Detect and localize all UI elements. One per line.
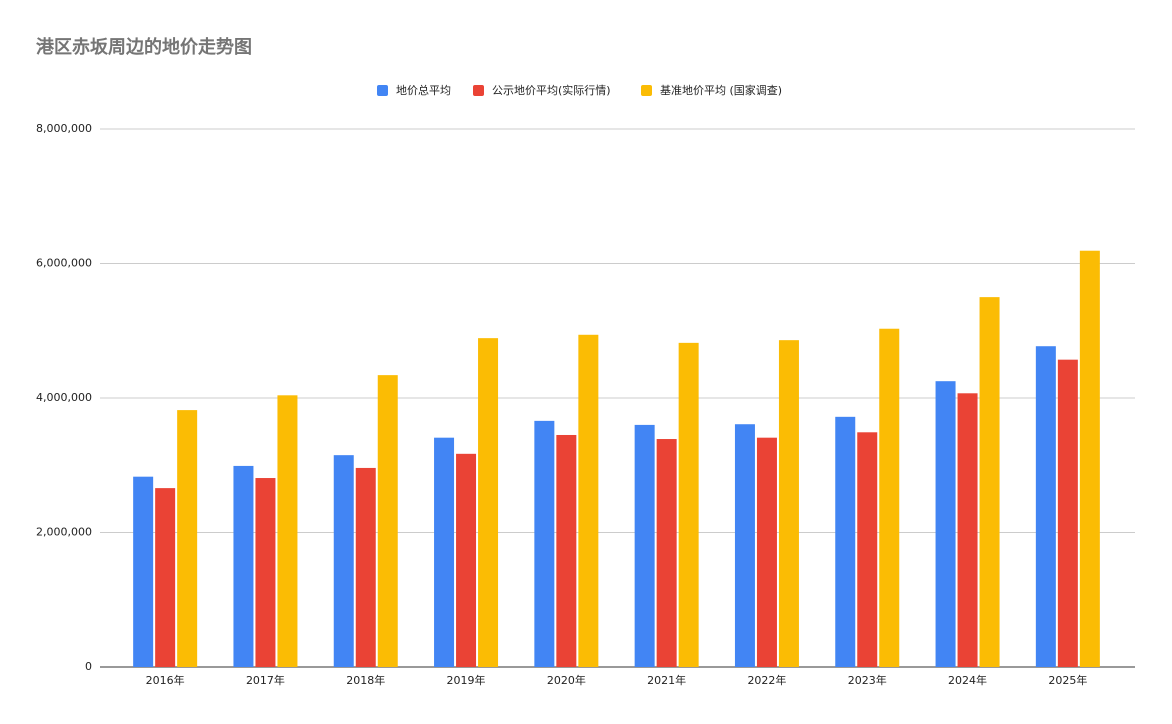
y-tick-label: 4,000,000: [36, 391, 92, 404]
bar: [255, 478, 276, 667]
bar: [634, 424, 655, 667]
x-tick-label: 2020年: [547, 673, 586, 687]
bar: [155, 488, 176, 667]
bar: [778, 340, 799, 667]
x-tick-label: 2016年: [146, 673, 185, 687]
bar: [734, 424, 755, 667]
legend-swatch: [473, 85, 484, 96]
bar: [277, 395, 298, 667]
x-tick-label: 2018年: [346, 673, 385, 687]
bar: [656, 439, 677, 667]
bar: [1079, 250, 1100, 667]
x-tick-label: 2021年: [647, 673, 686, 687]
x-tick-label: 2024年: [948, 673, 987, 687]
bar: [879, 328, 900, 667]
x-tick-label: 2025年: [1048, 673, 1087, 687]
x-tick-label: 2019年: [447, 673, 486, 687]
bar: [1035, 346, 1056, 667]
bar: [935, 381, 956, 667]
legend-swatch: [641, 85, 652, 96]
chart-title: 港区赤坂周边的地价走势图: [36, 36, 252, 58]
bar: [556, 434, 577, 667]
bar: [478, 338, 499, 667]
bar: [578, 334, 599, 667]
bar: [456, 453, 477, 667]
y-tick-label: 2,000,000: [36, 526, 92, 539]
legend-label: 公示地价平均(实际行情): [492, 83, 611, 97]
bar: [355, 467, 376, 667]
bar: [857, 432, 878, 667]
x-tick-label: 2022年: [747, 673, 786, 687]
bar: [835, 416, 856, 667]
x-tick-label: 2017年: [246, 673, 285, 687]
bar: [957, 393, 978, 667]
bar: [377, 375, 398, 667]
bar: [534, 420, 555, 667]
bar: [979, 297, 1000, 667]
x-tick-label: 2023年: [848, 673, 887, 687]
legend-label: 地价总平均: [396, 83, 451, 97]
bar: [678, 342, 699, 667]
bar: [177, 410, 198, 667]
bar: [756, 437, 777, 667]
bar: [133, 476, 154, 667]
legend-swatch: [377, 85, 388, 96]
bar: [1057, 359, 1078, 667]
legend-label: 基准地价平均 (国家调查): [660, 83, 782, 97]
bar: [434, 437, 455, 667]
y-tick-label: 6,000,000: [36, 257, 92, 270]
y-tick-label: 8,000,000: [36, 122, 92, 135]
bar: [233, 465, 254, 667]
bar: [333, 455, 354, 667]
y-tick-label: 0: [85, 660, 92, 673]
